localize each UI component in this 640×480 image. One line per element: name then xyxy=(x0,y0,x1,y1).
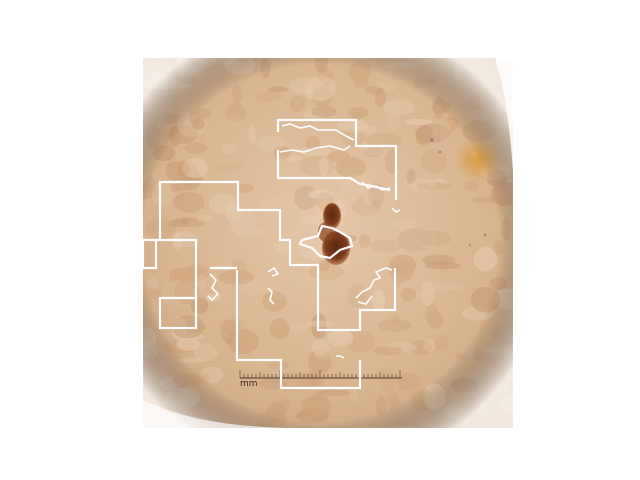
segmentation-contour-main xyxy=(141,238,158,270)
segmentation-overlay xyxy=(141,118,401,390)
segmentation-contour-lower xyxy=(235,270,362,390)
segmentation-contour-lesion xyxy=(298,224,354,260)
segmentation-contour-left xyxy=(156,180,397,332)
dermoscopy-photo: mm xyxy=(143,58,513,428)
segmentation-fragments xyxy=(207,123,401,359)
segmentation-contour-top xyxy=(276,118,398,200)
segmentation-contour-bottom xyxy=(158,238,198,330)
